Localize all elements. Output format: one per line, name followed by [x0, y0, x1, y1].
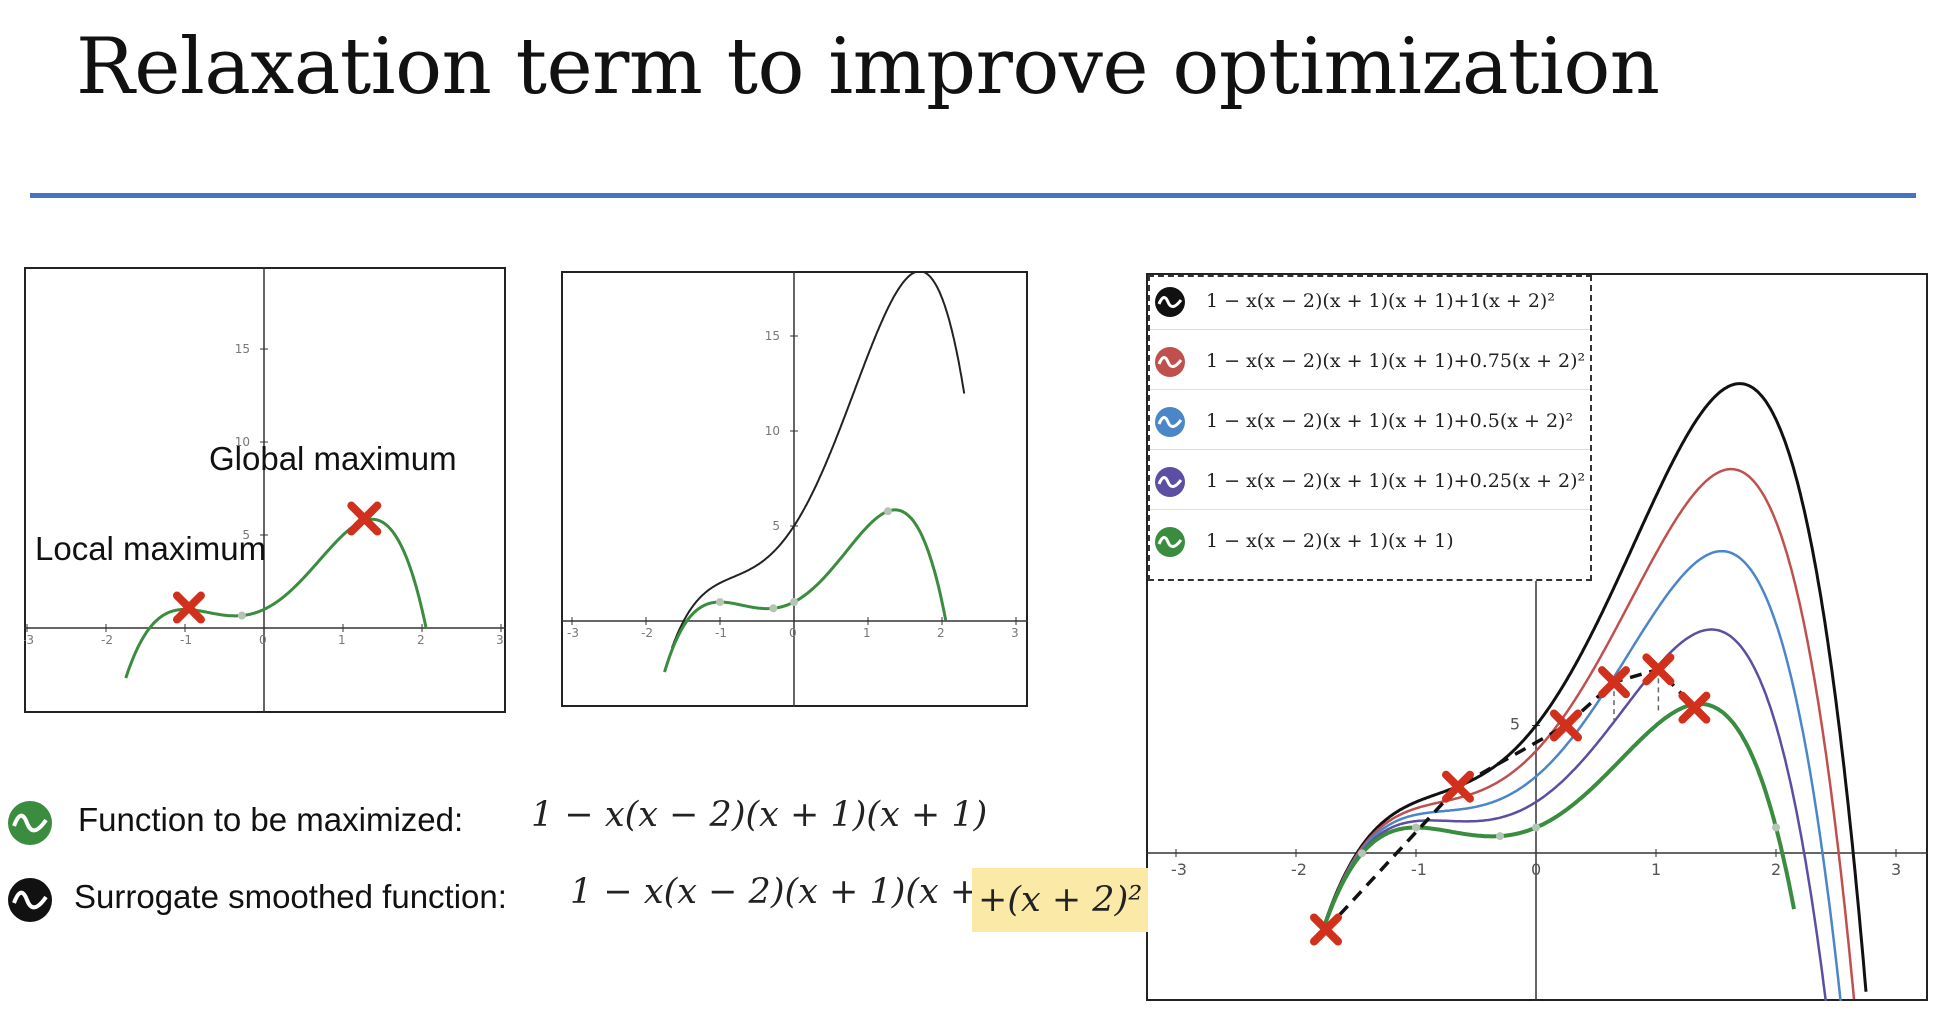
blue-curve [1318, 549, 1842, 1001]
black-surrogate-curve [670, 271, 966, 649]
x-tick-label: 0 [789, 626, 797, 640]
curve-legend: 1 − x(x − 2)(x + 1)(x + 1)+1(x + 2)² 1 −… [1148, 275, 1592, 581]
y-tick-label: 5 [1510, 715, 1520, 734]
local-maximum-marker [172, 591, 205, 624]
x-tick-label: -2 [101, 633, 113, 647]
surrogate-function-equation: 1 − x(x − 2)(x + 1)(x + 1) [570, 872, 1027, 912]
purple-curve [1318, 628, 1828, 1001]
x-tick-label: -1 [1411, 860, 1427, 879]
target-function-row: Function to be maximized: 1 − x(x − 2)(x… [6, 793, 1006, 853]
green-function-curve [663, 508, 948, 673]
curve-point [1772, 823, 1780, 832]
curve-point [790, 598, 798, 606]
curve-point [769, 604, 778, 613]
x-tick-label: 3 [1011, 626, 1019, 640]
curve-point [1496, 832, 1504, 841]
global-maximum-marker [347, 501, 382, 536]
curve-point [883, 507, 892, 516]
x-tick-label: 1 [863, 626, 871, 640]
relaxation-term-highlight: +(x + 2)² [972, 868, 1149, 932]
purple-curve-icon [1155, 467, 1185, 497]
x-tick-label: -2 [1291, 860, 1307, 879]
target-function-equation: 1 − x(x − 2)(x + 1)(x + 1) [531, 795, 988, 835]
x-tick-label: -3 [24, 633, 34, 647]
curve-point [237, 611, 246, 620]
y-tick-label: 5 [772, 519, 780, 533]
x-tick-label: 0 [1531, 860, 1541, 879]
x-tick-label: -3 [1171, 860, 1187, 879]
y-tick-label: 15 [765, 329, 780, 343]
x-tick-label: 2 [937, 626, 945, 640]
surrogate-function-label: Surrogate smoothed function: [74, 878, 507, 915]
green-curve-icon [1155, 527, 1185, 557]
x-tick-label: 2 [417, 633, 425, 647]
black-curve-icon [1155, 287, 1185, 317]
red-curve-icon [1155, 347, 1185, 377]
x-tick-label: 0 [259, 633, 267, 647]
x-tick-label: 1 [338, 633, 346, 647]
optimization-path [1324, 667, 1696, 931]
optimization-step-marker [1598, 666, 1630, 699]
target-function-label: Function to be maximized: [78, 801, 464, 838]
curve-point [716, 598, 724, 606]
left-plot-axes: -3 -2 -1 0 1 2 3 5 10 15 [24, 267, 506, 713]
black-curve [1318, 382, 1868, 992]
blue-curve-icon [1155, 407, 1185, 437]
green-function-curve [124, 517, 428, 679]
legend-item-blue[interactable]: 1 − x(x − 2)(x + 1)(x + 1)+0.5(x + 2)² [1150, 397, 1590, 450]
x-tick-label: 3 [1891, 860, 1901, 879]
legend-item-red[interactable]: 1 − x(x − 2)(x + 1)(x + 1)+0.75(x + 2)² [1150, 337, 1590, 390]
red-curve [1318, 467, 1856, 1000]
black-curve-icon [8, 878, 52, 922]
x-tick-label: -3 [567, 626, 579, 640]
optimization-step-marker [1678, 691, 1711, 724]
curve-point [1412, 823, 1420, 832]
optimization-step-marker [1310, 913, 1342, 946]
x-tick-label: -2 [641, 626, 653, 640]
green-curve-icon [8, 801, 52, 845]
optimization-step-marker [1442, 770, 1474, 803]
legend-label: 1 − x(x − 2)(x + 1)(x + 1)+1(x + 2)² [1206, 290, 1555, 312]
legend-label: 1 − x(x − 2)(x + 1)(x + 1)+0.75(x + 2)² [1206, 350, 1586, 372]
left-plot: -3 -2 -1 0 1 2 3 5 10 15 Global maximum Local max… [24, 267, 506, 713]
x-tick-label: 1 [1651, 860, 1661, 879]
curve-point [1358, 849, 1366, 858]
local-maximum-label: Local maximum [35, 530, 266, 567]
title-divider [30, 193, 1916, 198]
y-tick-label: 10 [765, 424, 780, 438]
slide-title: Relaxation term to improve optimization [76, 22, 1660, 112]
x-tick-label: 2 [1771, 860, 1781, 879]
curve-point [1532, 823, 1540, 832]
x-tick-label: 3 [496, 633, 504, 647]
x-tick-label: -1 [180, 633, 192, 647]
green-curve [1318, 701, 1796, 940]
y-tick-label: 5 [242, 528, 250, 542]
legend-label: 1 − x(x − 2)(x + 1)(x + 1)+0.25(x + 2)² [1206, 470, 1586, 492]
legend-label: 1 − x(x − 2)(x + 1)(x + 1) [1206, 530, 1454, 552]
global-maximum-label: Global maximum [209, 440, 457, 477]
x-tick-label: -1 [715, 626, 727, 640]
legend-item-purple[interactable]: 1 − x(x − 2)(x + 1)(x + 1)+0.25(x + 2)² [1150, 457, 1590, 510]
optimization-step-marker [1642, 653, 1675, 686]
middle-plot-axes: -3 -2 -1 0 1 2 3 5 10 15 [561, 271, 1028, 707]
y-tick-label: 15 [235, 342, 250, 356]
y-tick-label: 10 [235, 435, 250, 449]
legend-item-green[interactable]: 1 − x(x − 2)(x + 1)(x + 1) [1150, 517, 1590, 569]
legend-item-black[interactable]: 1 − x(x − 2)(x + 1)(x + 1)+1(x + 2)² [1150, 277, 1590, 330]
legend-label: 1 − x(x − 2)(x + 1)(x + 1)+0.5(x + 2)² [1206, 410, 1574, 432]
middle-plot: -3 -2 -1 0 1 2 3 5 10 15 [561, 271, 1028, 707]
surrogate-function-row: Surrogate smoothed function: 1 − x(x − 2… [6, 868, 1149, 932]
optimization-step-marker [1550, 709, 1582, 742]
